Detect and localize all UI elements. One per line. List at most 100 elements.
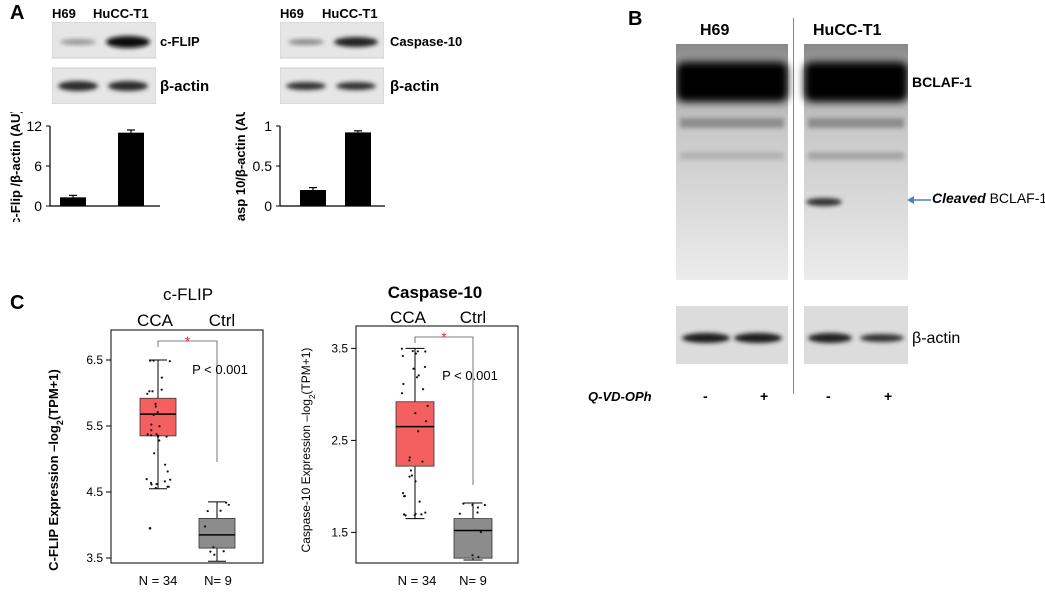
- treatment-sign-1: -: [703, 388, 708, 404]
- data-point: [414, 512, 417, 516]
- svg-text:C-FLIP Expression –log2(TPM+1: C-FLIP Expression –log2(TPM+1): [46, 369, 65, 571]
- data-point: [148, 390, 151, 393]
- data-point: [149, 359, 152, 362]
- caspase10-protein-label: Caspase-10: [390, 34, 463, 49]
- data-point: [152, 413, 155, 416]
- data-point: [145, 477, 148, 481]
- data-point: [203, 525, 207, 528]
- box-right-group-cca: CCA: [390, 308, 427, 327]
- data-point: [410, 474, 414, 477]
- lane-label-h69: H69: [52, 6, 76, 21]
- data-point: [409, 469, 413, 472]
- cleaved-rest-text: BCLAF-1: [985, 190, 1045, 206]
- bar-hucc-t1: [118, 132, 144, 206]
- data-point: [206, 509, 209, 513]
- data-point: [155, 433, 158, 436]
- group-label-h69: H69: [700, 22, 730, 39]
- panel-c-letter: C: [10, 292, 25, 314]
- data-point: [477, 556, 480, 559]
- significance-bracket: [157, 340, 218, 347]
- data-point: [424, 350, 427, 353]
- data-point: [154, 405, 157, 408]
- data-point: [421, 388, 425, 391]
- lane-divider: [793, 18, 794, 394]
- significance-bracket: [414, 336, 474, 343]
- data-point: [424, 420, 428, 423]
- data-point: [213, 553, 216, 556]
- data-point: [471, 503, 474, 507]
- data-point: [417, 430, 420, 433]
- beta-actin-label-b: β-actin: [912, 330, 961, 347]
- y-tick-label: 0: [34, 198, 42, 214]
- data-point: [154, 402, 157, 405]
- data-point: [158, 439, 161, 442]
- data-point: [166, 470, 169, 473]
- data-point: [476, 511, 479, 514]
- data-point: [479, 530, 482, 534]
- panel-b-letter: B: [628, 8, 643, 30]
- box-plot-cflip: c-FLIP CCA Ctrl C-FLIP Expression –log2(…: [46, 285, 264, 588]
- box-left-title: c-FLIP: [163, 285, 213, 304]
- data-point: [156, 435, 159, 438]
- data-point: [483, 503, 486, 507]
- box-left-n-ctrl: N= 9: [204, 573, 232, 588]
- data-point: [408, 459, 411, 462]
- western-blot-caspase10: [280, 22, 384, 104]
- y-tick-label: 0: [264, 198, 272, 214]
- box-ctrl: [453, 518, 493, 559]
- y-tick-label: 4.5: [86, 485, 103, 499]
- data-point: [169, 478, 172, 481]
- arrow-left-icon: [907, 196, 931, 204]
- qvd-oph-label: Q-VD-OPh: [588, 389, 652, 404]
- data-point: [418, 500, 421, 503]
- data-point: [165, 435, 168, 438]
- panel-a-letter: A: [10, 2, 25, 24]
- data-point: [224, 501, 228, 504]
- y-tick-label: 12: [26, 118, 42, 134]
- data-point: [151, 390, 154, 393]
- y-tick-label: 2.5: [331, 433, 348, 447]
- cleaved-italic-text: Cleaved: [932, 190, 986, 206]
- box-right-pvalue: P < 0.001: [442, 368, 498, 383]
- western-blot-cflip: [52, 22, 156, 104]
- bar-hucc-t1: [345, 132, 371, 206]
- data-point: [400, 392, 404, 395]
- data-point: [414, 480, 417, 483]
- y-tick-label: 3.5: [331, 341, 348, 355]
- data-point: [401, 354, 404, 358]
- box-right-ylabel: Caspase-10 Expression –log2(TPM+1): [299, 348, 317, 553]
- box-right-n-ctrl: N= 9: [459, 573, 487, 588]
- lane-label-hucct1-right: HuCC-T1: [322, 6, 378, 21]
- bar-h69: [300, 190, 326, 206]
- data-point: [146, 392, 149, 395]
- data-point: [163, 463, 167, 466]
- bar-h69: [60, 197, 86, 206]
- bclaf1-label: BCLAF-1: [912, 74, 972, 90]
- y-tick-label: 0.5: [253, 158, 273, 174]
- significance-star: *: [441, 329, 447, 345]
- significance-star: *: [185, 333, 191, 349]
- y-tick-label: 6.5: [86, 353, 103, 367]
- box-cca: [139, 397, 177, 437]
- data-point: [156, 411, 159, 414]
- y-tick-label: 3.5: [86, 551, 103, 565]
- data-point: [163, 480, 166, 483]
- data-point: [146, 433, 149, 436]
- data-point: [402, 513, 406, 516]
- beta-actin-label-left: β-actin: [160, 78, 210, 95]
- box-left-group-ctrl: Ctrl: [209, 311, 235, 330]
- data-point: [402, 382, 405, 386]
- y-tick-label: 1: [264, 118, 272, 134]
- lane-label-hucct1: HuCC-T1: [93, 6, 149, 21]
- bar-right-ylabel: Casp 10/β-actin (AU): [233, 112, 248, 222]
- box-cca: [395, 401, 435, 467]
- box-left-n-cca: N = 34: [139, 573, 178, 588]
- data-point: [149, 481, 153, 485]
- data-point: [160, 376, 163, 379]
- data-point: [167, 485, 170, 488]
- box-left-pvalue: P < 0.001: [192, 362, 248, 377]
- data-point: [400, 347, 403, 350]
- box-left-ylabel: C-FLIP Expression –log2(TPM+1): [46, 369, 65, 571]
- lane-label-h69-right: H69: [280, 6, 304, 21]
- data-point: [424, 511, 427, 514]
